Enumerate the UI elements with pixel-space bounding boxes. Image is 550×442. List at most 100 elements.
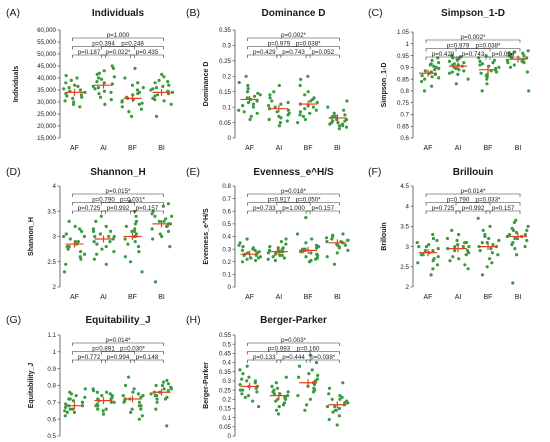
- data-point: [111, 66, 116, 70]
- data-point: [63, 409, 67, 413]
- p-value-label: p=0.790: [92, 196, 115, 203]
- data-point: [513, 247, 517, 251]
- data-point: [450, 54, 454, 58]
- data-point: [298, 110, 302, 114]
- data-point: [304, 255, 308, 259]
- data-point: [284, 375, 288, 379]
- data-point: [466, 267, 470, 271]
- data-point: [255, 390, 259, 394]
- panel-title: Shannon_H: [90, 167, 146, 178]
- data-point: [245, 379, 249, 383]
- data-point: [253, 379, 257, 383]
- comparison-bracket: [425, 39, 521, 43]
- panel-label: (C): [368, 7, 383, 19]
- y-tick-label: 0.9: [47, 366, 56, 373]
- data-point: [433, 68, 437, 72]
- data-point: [463, 263, 467, 267]
- data-point: [91, 227, 95, 231]
- data-point: [309, 258, 313, 263]
- comparison-bracket: [276, 54, 311, 58]
- y-axis-label: Brillouin: [381, 222, 388, 250]
- data-point: [168, 245, 172, 249]
- data-point: [154, 86, 159, 90]
- data-point: [480, 89, 484, 93]
- comparison-bracket: [276, 210, 311, 214]
- data-point: [268, 96, 272, 100]
- data-point: [112, 75, 116, 79]
- comparison-bracket: [72, 37, 164, 41]
- data-point: [72, 410, 77, 414]
- data-point: [80, 229, 84, 233]
- data-point: [450, 70, 454, 74]
- data-point: [94, 219, 98, 223]
- data-point: [416, 261, 420, 265]
- data-point: [274, 381, 278, 385]
- comparison-bracket: [101, 351, 164, 355]
- data-point: [80, 400, 85, 404]
- data-point: [478, 249, 482, 253]
- y-tick-label: 25,000: [37, 111, 56, 118]
- panel-h: (H) Berger-Parker 0 0.05 0.1 0.15 0.2 0.25 0.3 0.…: [186, 314, 350, 440]
- p-value-label: p=0.743: [462, 51, 485, 58]
- data-point: [310, 237, 314, 241]
- data-point: [275, 386, 280, 390]
- data-point: [240, 377, 244, 381]
- p-value-label: p=0.248: [121, 40, 144, 47]
- data-point: [79, 250, 83, 254]
- p-value-label: p=0.157: [492, 205, 515, 212]
- data-point: [431, 249, 435, 253]
- data-point: [151, 87, 155, 91]
- data-point: [278, 121, 282, 125]
- x-tick-label: BI: [158, 294, 165, 301]
- data-point: [462, 61, 466, 65]
- x-tick-label: BI: [334, 294, 341, 301]
- data-point: [83, 395, 87, 399]
- data-point: [344, 125, 349, 129]
- data-point: [256, 91, 260, 95]
- p-value-label: p=0.435: [136, 49, 159, 56]
- data-point: [274, 399, 278, 403]
- y-tick-label: 0.1: [222, 104, 231, 111]
- data-point: [78, 88, 83, 92]
- data-point: [315, 377, 319, 381]
- p-value-label: p=0.030*: [120, 345, 146, 352]
- data-point: [295, 232, 300, 236]
- data-point: [248, 117, 252, 122]
- y-axis-label: Shannon_H: [28, 217, 35, 256]
- data-point: [422, 89, 427, 93]
- comparison-bracket: [485, 210, 521, 214]
- comparison-bracket: [305, 54, 340, 58]
- data-point: [437, 61, 441, 65]
- data-point: [104, 245, 108, 249]
- data-point: [453, 245, 457, 249]
- p-value-label: p=0.038*: [476, 42, 502, 49]
- data-point: [527, 89, 531, 93]
- data-point: [525, 228, 529, 232]
- data-point: [162, 75, 166, 79]
- data-point: [455, 238, 459, 243]
- data-point: [67, 86, 71, 90]
- data-point: [139, 107, 143, 111]
- data-point: [306, 74, 310, 78]
- data-point: [273, 105, 277, 109]
- data-point: [71, 102, 76, 106]
- data-point: [80, 95, 84, 99]
- data-point: [132, 387, 136, 391]
- data-point: [133, 222, 137, 226]
- data-point: [331, 410, 335, 414]
- data-point: [161, 380, 166, 384]
- data-point: [68, 407, 72, 411]
- y-tick-label: 15,000: [37, 135, 56, 142]
- data-point: [73, 83, 77, 87]
- comparison-bracket: [455, 48, 521, 52]
- y-axis-label: Simpson_1-D: [381, 63, 388, 108]
- data-point: [78, 227, 82, 231]
- data-point: [330, 397, 334, 401]
- data-point: [108, 240, 112, 244]
- comparison-bracket: [247, 359, 282, 363]
- data-point: [64, 74, 68, 78]
- comparison-bracket: [72, 54, 106, 58]
- data-point: [434, 65, 438, 69]
- data-point: [462, 69, 466, 73]
